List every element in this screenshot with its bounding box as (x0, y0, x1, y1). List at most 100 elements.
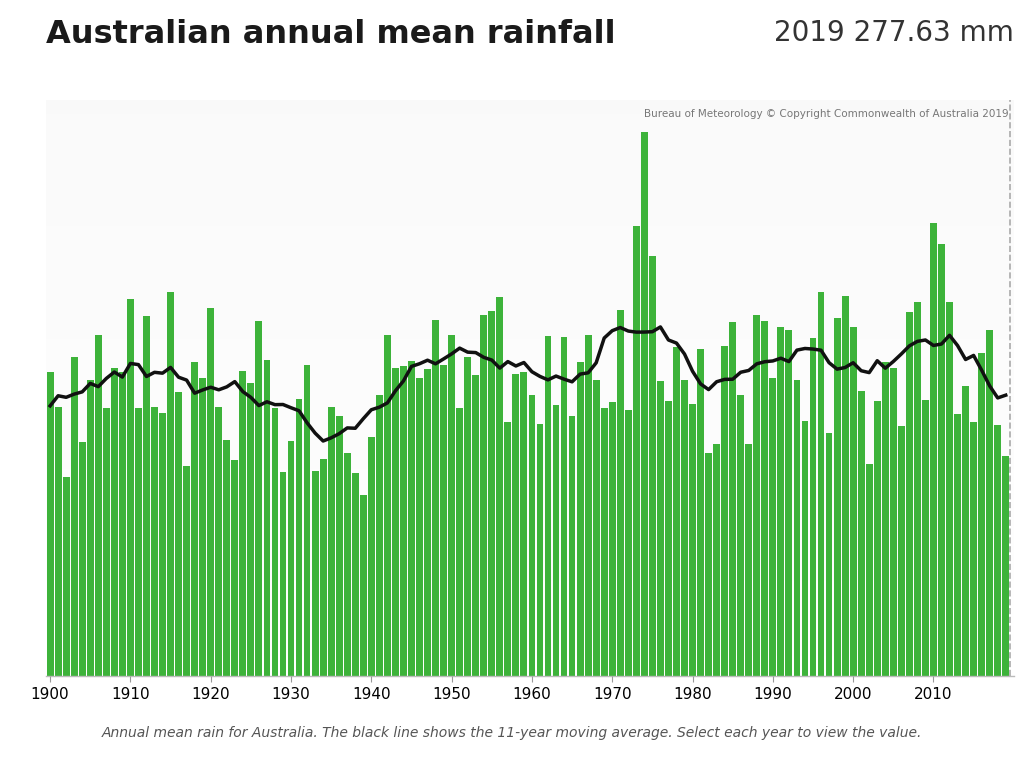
Bar (545, 336, 551, 676)
Bar (464, 356, 471, 676)
Bar (352, 473, 358, 676)
Bar (577, 362, 584, 676)
Bar (601, 408, 607, 676)
Bar (649, 256, 655, 676)
Bar (785, 329, 793, 676)
Bar (585, 335, 592, 676)
Bar (79, 442, 86, 676)
Bar (191, 362, 198, 676)
Bar (368, 438, 375, 676)
Bar (890, 369, 897, 676)
Bar (263, 359, 270, 676)
Bar (47, 372, 53, 676)
Bar (497, 297, 503, 676)
Text: Annual mean rain for Australia. The black line shows the 11-year moving average.: Annual mean rain for Australia. The blac… (101, 727, 923, 740)
Bar (271, 408, 279, 676)
Bar (657, 381, 664, 676)
Bar (665, 401, 672, 676)
Bar (802, 421, 808, 676)
Bar (882, 362, 889, 676)
Bar (311, 472, 318, 676)
Bar (754, 315, 760, 676)
Bar (537, 424, 544, 676)
Bar (200, 378, 206, 676)
Bar (376, 396, 383, 676)
Text: Australian annual mean rainfall: Australian annual mean rainfall (46, 19, 615, 50)
Bar (359, 495, 367, 676)
Bar (215, 406, 222, 676)
Bar (609, 402, 615, 676)
Bar (296, 399, 302, 676)
Bar (850, 327, 856, 676)
Bar (706, 453, 712, 676)
Bar (175, 392, 182, 676)
Text: 2019 277.63 mm: 2019 277.63 mm (774, 19, 1014, 47)
Bar (825, 432, 833, 676)
Bar (304, 365, 310, 676)
Bar (135, 408, 142, 676)
Bar (963, 386, 969, 676)
Bar (673, 347, 680, 676)
Bar (344, 453, 350, 676)
Bar (922, 400, 929, 676)
Bar (834, 318, 841, 676)
Bar (102, 408, 110, 676)
Bar (95, 335, 101, 676)
Bar (714, 444, 720, 676)
Bar (119, 372, 126, 676)
Bar (480, 315, 487, 676)
Bar (319, 458, 327, 676)
Bar (745, 444, 753, 676)
Bar (223, 440, 230, 676)
Bar (62, 477, 70, 676)
Bar (408, 360, 415, 676)
Bar (159, 413, 166, 676)
Bar (986, 329, 993, 676)
Bar (858, 391, 864, 676)
Bar (697, 349, 703, 676)
Bar (633, 226, 640, 676)
Bar (1002, 455, 1009, 676)
Bar (54, 406, 61, 676)
Bar (111, 369, 118, 676)
Bar (625, 409, 632, 676)
Bar (143, 316, 150, 676)
Bar (689, 404, 696, 676)
Bar (906, 313, 912, 676)
Bar (240, 371, 246, 676)
Bar (794, 380, 801, 676)
Text: Bureau of Meteorology © Copyright Commonwealth of Australia 2019: Bureau of Meteorology © Copyright Common… (644, 109, 1009, 119)
Bar (288, 442, 295, 676)
Bar (616, 310, 624, 676)
Bar (946, 302, 953, 676)
Bar (721, 346, 728, 676)
Bar (873, 401, 881, 676)
Bar (528, 395, 536, 676)
Bar (568, 416, 575, 676)
Bar (127, 299, 134, 676)
Bar (593, 380, 600, 676)
Bar (512, 374, 519, 676)
Bar (817, 292, 824, 676)
Bar (167, 293, 174, 676)
Bar (810, 338, 816, 676)
Bar (328, 406, 335, 676)
Bar (207, 308, 214, 676)
Bar (866, 465, 872, 676)
Bar (152, 406, 158, 676)
Bar (488, 311, 496, 676)
Bar (416, 378, 423, 676)
Bar (737, 396, 744, 676)
Bar (400, 366, 407, 676)
Bar (505, 422, 511, 676)
Bar (384, 335, 391, 676)
Bar (762, 321, 768, 676)
Bar (641, 132, 648, 676)
Bar (729, 322, 736, 676)
Bar (681, 379, 688, 676)
Bar (769, 378, 776, 676)
Bar (432, 320, 439, 676)
Bar (842, 296, 849, 676)
Bar (970, 422, 977, 676)
Bar (560, 337, 567, 676)
